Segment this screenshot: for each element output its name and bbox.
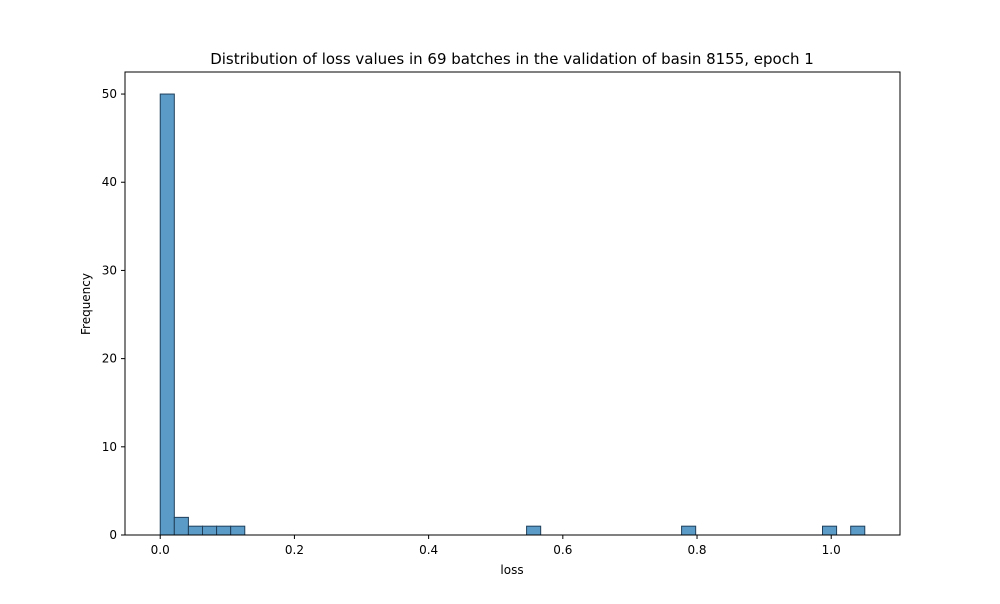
histogram-bar (159, 93, 175, 536)
x-tick-label: 0.2 (285, 543, 304, 557)
histogram-bar (822, 525, 838, 536)
y-tick-label: 50 (102, 87, 117, 101)
histogram-bar (850, 525, 866, 536)
y-tick-label: 20 (102, 352, 117, 366)
x-tick-label: 0.8 (687, 543, 706, 557)
y-tick-label: 30 (102, 263, 117, 277)
histogram-bar (187, 525, 203, 536)
chart-title: Distribution of loss values in 69 batche… (210, 50, 814, 68)
x-ticks: 0.0 0.2 0.4 0.6 0.8 1.0 (151, 535, 841, 557)
histogram-bar (230, 525, 246, 536)
y-tick-label: 0 (109, 528, 117, 542)
y-axis-label: Frequency (79, 273, 93, 335)
y-tick-label: 40 (102, 175, 117, 189)
x-tick-label: 0.0 (151, 543, 170, 557)
histogram-bars (159, 93, 866, 536)
histogram-bar (681, 525, 697, 536)
plot-frame (124, 71, 901, 536)
x-tick-label: 1.0 (822, 543, 841, 557)
x-axis-label: loss (500, 563, 523, 577)
x-tick-label: 0.4 (419, 543, 438, 557)
x-tick-label: 0.6 (553, 543, 572, 557)
histogram-bar (173, 516, 189, 536)
y-tick-label: 10 (102, 440, 117, 454)
y-ticks: 0 10 20 30 40 50 (102, 87, 125, 542)
histogram-bar (202, 525, 218, 536)
histogram-bar (216, 525, 232, 536)
histogram-bar (526, 525, 542, 536)
